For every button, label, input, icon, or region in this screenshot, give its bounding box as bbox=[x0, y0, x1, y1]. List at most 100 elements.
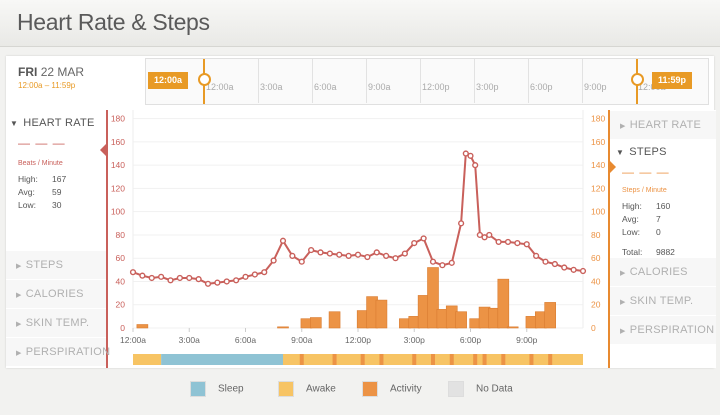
heart-rate-point bbox=[139, 272, 146, 279]
heart-rate-point bbox=[551, 260, 558, 268]
legend-label: Sleep bbox=[218, 383, 244, 395]
y-tick-label-left: 120 bbox=[111, 183, 125, 193]
left-metric-perspiration[interactable]: ▶ PERSPIRATION bbox=[6, 337, 110, 366]
heart-rate-point bbox=[495, 238, 502, 246]
steps-bar bbox=[136, 324, 149, 329]
steps-total: Total: 9882 bbox=[622, 246, 716, 259]
x-tick-label: 12:00a bbox=[120, 335, 146, 345]
legend-item: Activity bbox=[362, 381, 422, 397]
stat-value: 0 bbox=[656, 227, 661, 237]
stat-value: 7 bbox=[656, 214, 661, 224]
time-range: 12:00a – 11:59p bbox=[18, 81, 76, 90]
stat-value: 30 bbox=[52, 200, 62, 210]
timeline-scrubber[interactable]: 12:00a 3:00a 6:00a 9:00a 12:00p 3:00p 6:00p 9:0… bbox=[145, 58, 709, 105]
left-metric-panel: ▼ HEART RATE — — — Beats / Minute High: 16… bbox=[6, 110, 110, 368]
stat-value: 59 bbox=[52, 187, 62, 197]
metric-label: PERSPIRATION bbox=[629, 324, 715, 336]
timeline-label: 12:00a bbox=[638, 82, 666, 92]
start-handle-knob-icon[interactable] bbox=[198, 73, 211, 86]
legend-item: Sleep bbox=[190, 381, 244, 397]
heart-rate-point bbox=[561, 264, 568, 271]
activity-mark bbox=[449, 354, 454, 365]
y-tick-label-left: 80 bbox=[116, 230, 126, 240]
chevron-right-icon: ▶ bbox=[620, 328, 626, 335]
timeline-label: 12:00a bbox=[206, 82, 234, 92]
heart-rate-point bbox=[448, 259, 455, 266]
y-tick-label-right: 60 bbox=[591, 253, 601, 263]
y-tick-label-right: 20 bbox=[591, 300, 601, 310]
heart-rate-point bbox=[317, 249, 324, 256]
left-metric-skin-temp[interactable]: ▶ SKIN TEMP. bbox=[6, 308, 106, 337]
activity-mark bbox=[332, 354, 337, 365]
metric-label: SKIN TEMP. bbox=[25, 317, 90, 329]
stat-row: High: 167 bbox=[18, 173, 106, 186]
day-state-segment bbox=[133, 354, 162, 365]
right-metric-skin-temp[interactable]: ▶ SKIN TEMP. bbox=[610, 286, 716, 315]
metric-title: STEPS bbox=[629, 146, 667, 158]
y-tick-label-right: 120 bbox=[591, 183, 605, 193]
line-style-swatch: — — — bbox=[18, 136, 66, 150]
heart-rate-point bbox=[251, 271, 258, 278]
heart-rate-point bbox=[373, 249, 380, 256]
active-pointer-icon bbox=[608, 159, 616, 175]
heart-rate-point bbox=[472, 162, 479, 169]
timeline-label: 6:00a bbox=[314, 82, 337, 92]
heart-rate-point bbox=[411, 239, 418, 247]
right-metric-panel: ▶ HEART RATE ▼ STEPS — — — Steps / Minute … bbox=[608, 110, 716, 368]
stat-label: Low: bbox=[622, 227, 640, 237]
y-tick-label-left: 20 bbox=[116, 300, 126, 310]
heart-rate-line bbox=[132, 151, 584, 285]
chevron-right-icon: ▶ bbox=[16, 292, 22, 299]
y-tick-label-right: 80 bbox=[591, 230, 601, 240]
end-handle-knob-icon[interactable] bbox=[631, 73, 644, 86]
heart-rate-point bbox=[392, 255, 399, 262]
stat-label: Avg: bbox=[622, 214, 639, 224]
steps-bar bbox=[375, 299, 388, 329]
heart-rate-point bbox=[158, 273, 165, 280]
stat-label: Low: bbox=[18, 200, 36, 210]
heart-rate-steps-chart[interactable]: 0 0 20 20 40 40 60 60 80 80 100 100 120 120 140 140 160 1… bbox=[108, 110, 608, 368]
heart-rate-point bbox=[481, 234, 488, 241]
metric-heart-rate[interactable]: ▼ HEART RATE — — — Beats / Minute High: 16… bbox=[6, 110, 108, 250]
right-metric-heart-rate[interactable]: ▶ HEART RATE bbox=[610, 110, 716, 139]
heart-rate-point bbox=[129, 269, 137, 276]
x-tick-label: 6:00p bbox=[460, 335, 482, 345]
activity-mark bbox=[360, 354, 365, 365]
metric-title: HEART RATE bbox=[23, 117, 95, 129]
total-value: 9882 bbox=[656, 247, 675, 257]
heart-rate-point bbox=[486, 231, 493, 239]
steps-bar bbox=[455, 311, 467, 329]
heart-rate-point bbox=[476, 231, 483, 239]
metric-steps[interactable]: ▼ STEPS — — — Steps / Minute High: 160 Avg:… bbox=[608, 139, 716, 259]
y-tick-label-right: 160 bbox=[591, 137, 605, 147]
stat-row: Avg: 59 bbox=[18, 186, 106, 199]
y-tick-label-left: 0 bbox=[120, 323, 125, 333]
heart-rate-point bbox=[204, 280, 212, 287]
heart-rate-point bbox=[233, 277, 240, 284]
heart-rate-point bbox=[148, 274, 155, 282]
right-metric-calories[interactable]: ▶ CALORIES bbox=[610, 257, 716, 286]
timeline-tick bbox=[366, 59, 367, 103]
metric-label: CALORIES bbox=[629, 266, 688, 278]
right-metric-perspiration[interactable]: ▶ PERSPIRATION bbox=[610, 315, 716, 344]
steps-bar bbox=[506, 326, 519, 329]
heart-rate-point bbox=[223, 278, 230, 285]
activity-mark bbox=[529, 354, 534, 365]
metric-unit: Beats / Minute bbox=[18, 160, 63, 167]
stat-row: High: 160 bbox=[622, 200, 716, 213]
stat-value: 167 bbox=[52, 174, 67, 184]
legend-item: Awake bbox=[278, 381, 336, 397]
left-metric-steps[interactable]: ▶ STEPS bbox=[6, 250, 106, 279]
y-tick-label-right: 140 bbox=[591, 160, 605, 170]
metric-label: CALORIES bbox=[25, 288, 84, 300]
timeline-tick bbox=[582, 59, 583, 103]
heart-rate-point bbox=[308, 246, 315, 254]
timeline-tick bbox=[420, 59, 421, 103]
heart-rate-point bbox=[429, 258, 437, 265]
activity-mark bbox=[501, 354, 506, 365]
x-tick-label: 9:00p bbox=[516, 335, 538, 345]
chevron-right-icon: ▶ bbox=[620, 123, 626, 130]
heart-rate-point bbox=[242, 273, 249, 280]
left-metric-calories[interactable]: ▶ CALORIES bbox=[6, 279, 106, 308]
heart-rate-point bbox=[570, 266, 577, 273]
